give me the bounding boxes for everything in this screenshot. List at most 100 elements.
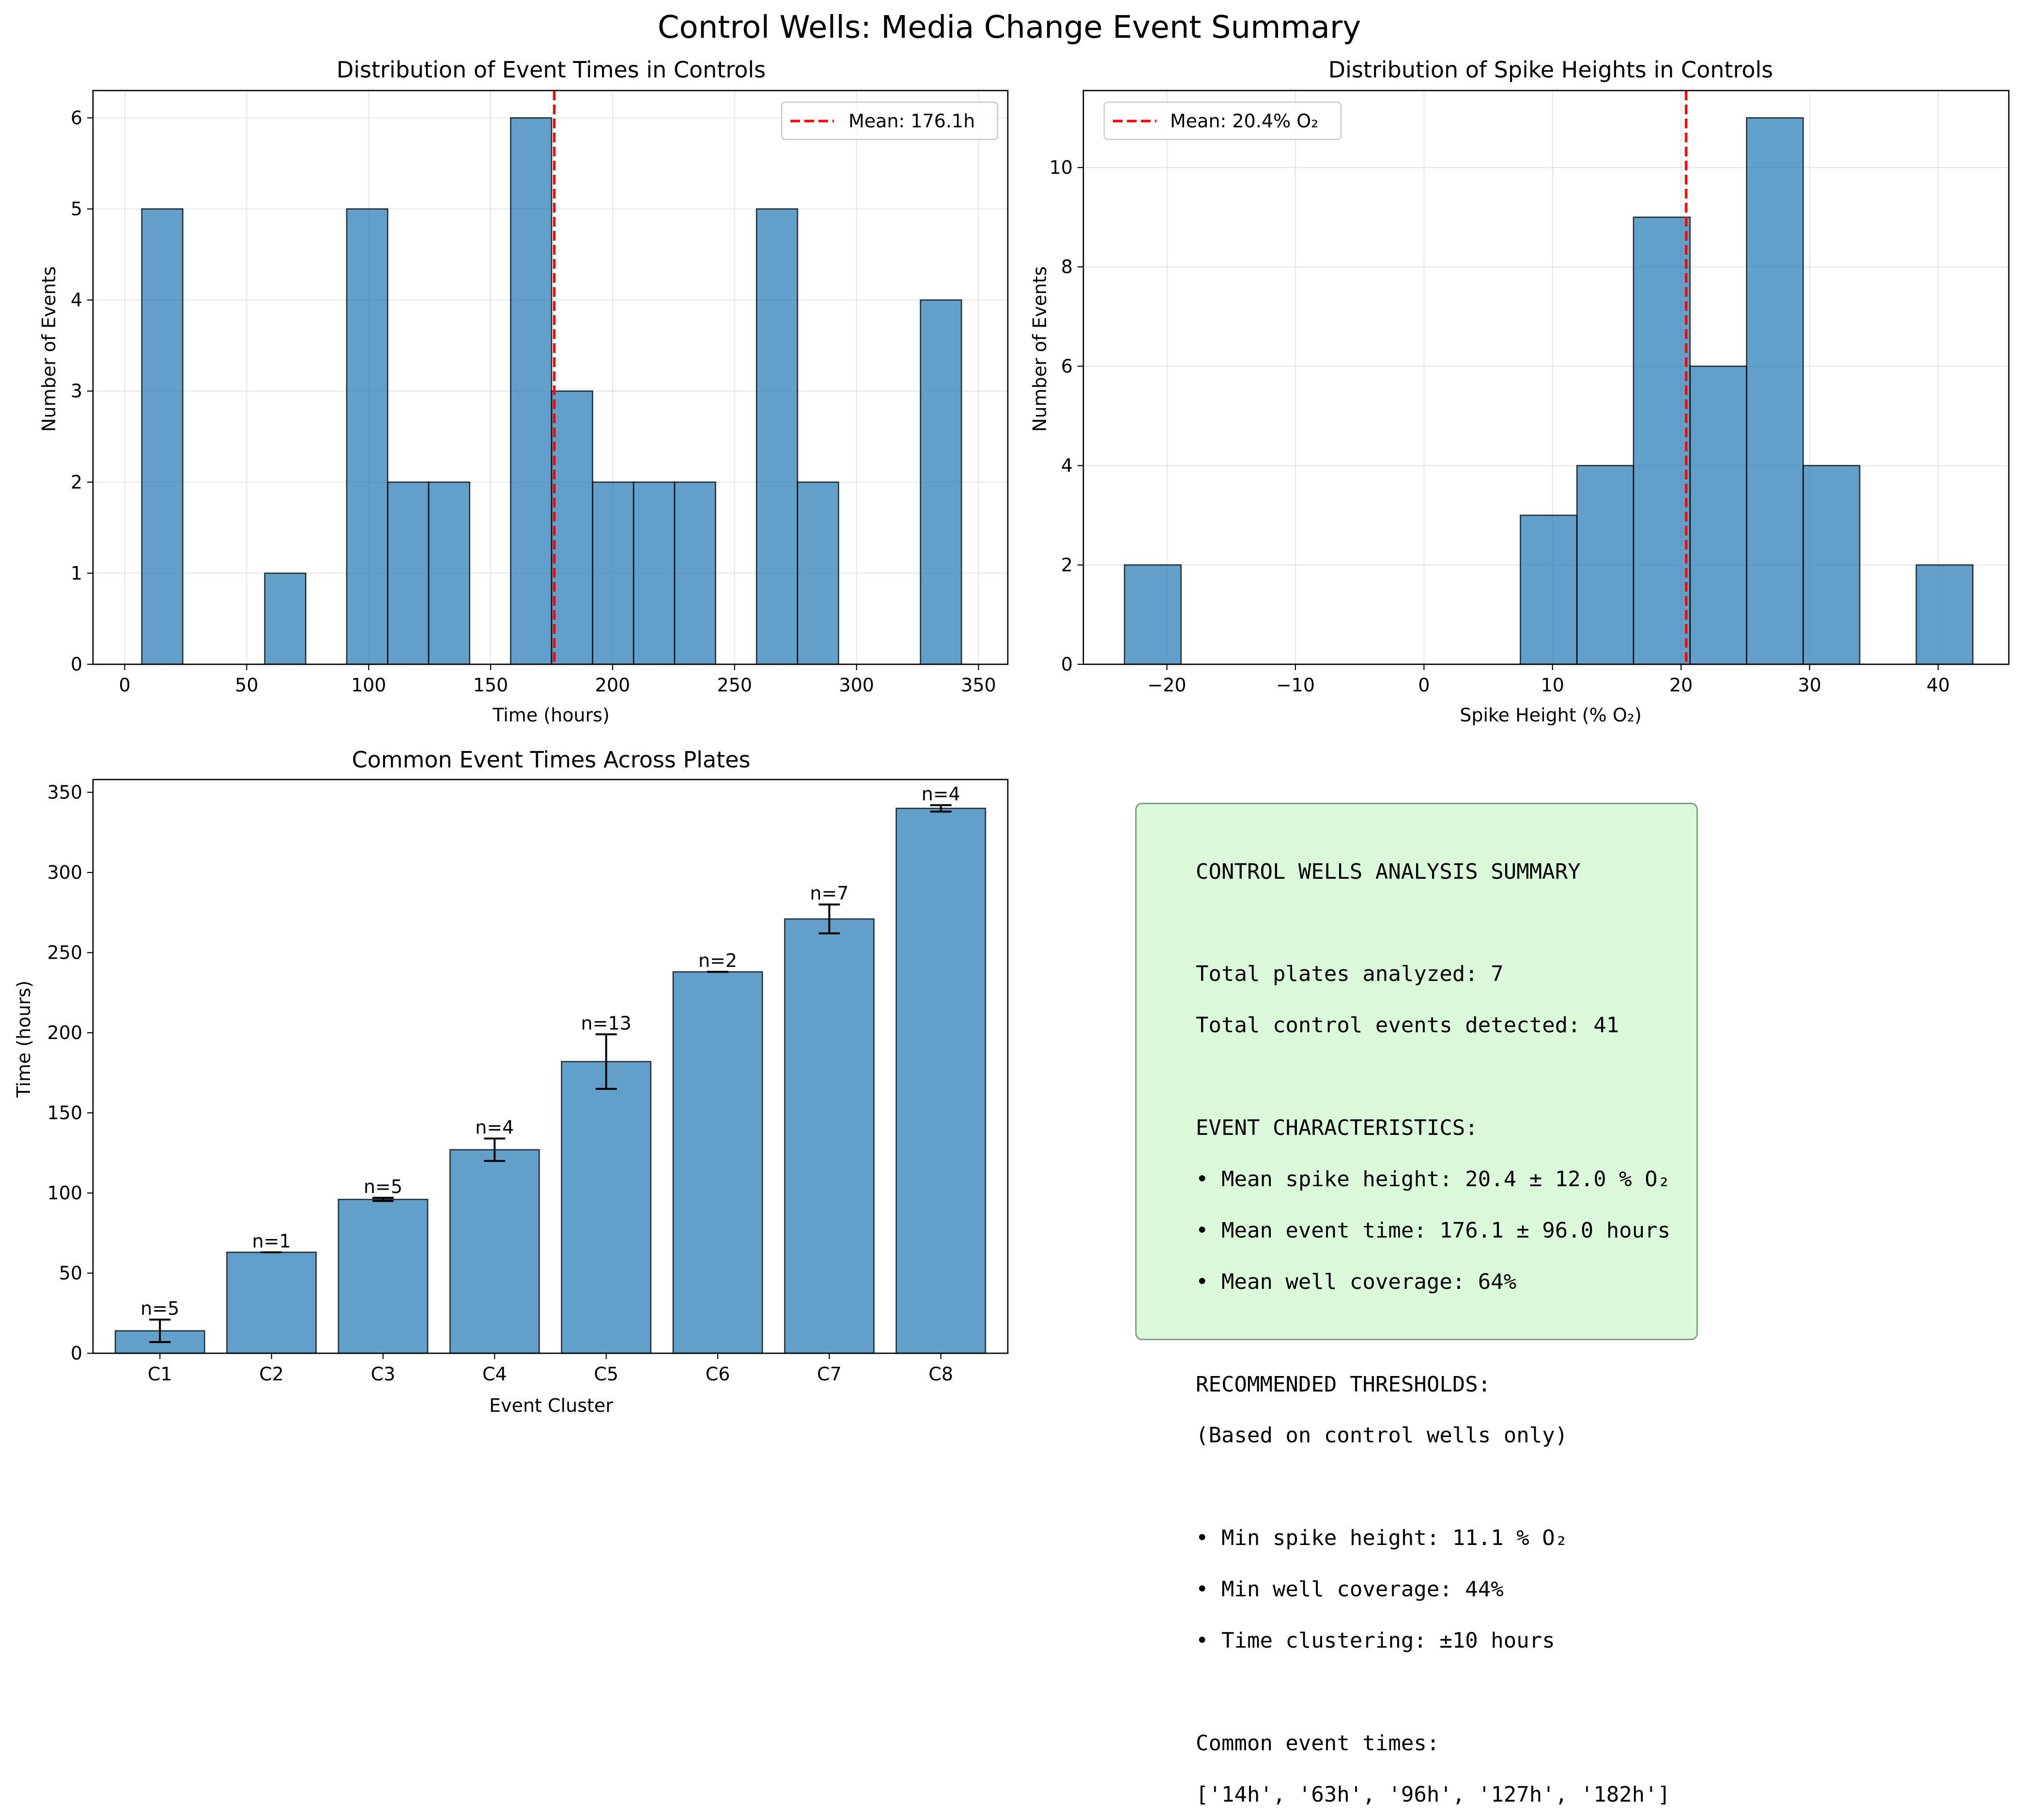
summary-line: ['14h', '63h', '96h', '127h', '182h'] [1196,1782,1671,1807]
x-tick-label: −20 [1147,674,1186,696]
figure-title: Control Wells: Media Change Event Summar… [658,10,1361,46]
summary-line: Common event times: [1196,1730,1440,1756]
x-tick-label: 0 [119,674,130,696]
chart-title: Common Event Times Across Plates [352,747,751,773]
histogram-bar [1520,514,1578,665]
summary-line [1196,1325,1670,1342]
legend-label: Mean: 20.4% O₂ [1170,110,1318,132]
summary-line [1196,1683,1670,1700]
legend: Mean: 20.4% O₂ [1103,101,1342,140]
y-tick-label: 4 [1061,455,1073,476]
histogram-bar [674,481,716,665]
summary-line [1196,914,1670,931]
axes-frame [92,779,1009,1354]
summary-text: CONTROL WELLS ANALYSIS SUMMARY Total pla… [1196,829,1670,1820]
bar-annotation: n=5 [140,1298,179,1319]
histogram-bar [797,481,839,665]
summary-line: Total plates analyzed: 7 [1196,962,1504,987]
histogram-bar [632,481,676,665]
bar-annotation: n=2 [698,950,737,971]
spike-height-histogram: −20 −10 0 10 20 30 40 0 2 4 6 8 10 Distribution of S… [1029,57,2010,726]
summary-line: Total control events detected: 41 [1196,1013,1619,1038]
y-axis-label: Number of Events [38,266,60,432]
x-tick-label: 150 [473,674,509,696]
x-axis-label: Spike Height (% O₂) [1460,704,1642,726]
bar-annotation: n=13 [581,1012,632,1034]
x-tick-label: −10 [1276,674,1315,696]
summary-line: • Mean spike height: 20.4 ± 12.0 % O₂ [1196,1166,1671,1192]
plot-area: 0 50 100 150 200 250 300 350 0 1 2 3 4 5 6 [71,90,1009,696]
x-tick-label: C2 [259,1363,284,1385]
cluster-bar [784,918,875,1354]
legend-label: Mean: 176.1h [848,110,975,132]
x-axis-label: Time (hours) [492,704,610,726]
histogram-bar [510,117,553,665]
x-tick-label: 0 [1418,674,1430,696]
summary-line [1196,1478,1670,1495]
x-tick-label: 20 [1669,674,1693,696]
x-tick-label: C5 [594,1363,618,1385]
histogram-bar [428,481,471,665]
y-axis-label: Time (hours) [13,980,34,1098]
event-time-histogram: 0 50 100 150 200 250 300 350 0 1 2 3 4 5 6 Distributio… [38,57,1009,726]
x-tick-label: 200 [595,674,631,696]
summary-line: (Based on control wells only) [1196,1423,1568,1448]
y-tick-label: 3 [71,381,82,402]
plot-area: −20 −10 0 10 20 30 40 0 2 4 6 8 10 [1049,90,2010,696]
x-tick-label: 100 [351,674,386,696]
y-tick-label: 5 [71,199,82,220]
histogram-bar [141,208,184,665]
x-tick-label: 10 [1541,674,1564,696]
y-axis-label: Number of Events [1029,266,1050,432]
histogram-bar [1915,564,1974,665]
axes-frame [92,90,1009,665]
y-tick-label: 0 [71,1343,82,1364]
bar-annotation: n=1 [252,1230,291,1252]
y-tick-label: 200 [47,1022,82,1043]
plot-area: n=5 n=1 n=5 n=4 n=13 n=2 n=7 n=4 C1 C2 C3 C4 C5 C6 C7 C… [47,779,1009,1385]
legend: Mean: 176.1h [781,101,999,140]
summary-line: • Time clustering: ±10 hours [1196,1628,1555,1653]
summary-line [1196,1068,1670,1085]
y-tick-label: 150 [47,1102,82,1123]
x-tick-label: 350 [961,674,996,696]
summary-box [1135,803,1698,1340]
figure: Control Wells: Media Change Event Summar… [13,10,2010,1416]
cluster-bar [226,1252,317,1354]
y-tick-label: 4 [71,290,82,311]
y-tick-label: 2 [71,472,82,493]
cluster-bar [449,1149,540,1354]
x-axis-label: Event Cluster [489,1395,613,1416]
summary-line: • Min spike height: 11.1 % O₂ [1196,1526,1568,1551]
x-tick-label: 40 [1927,674,1950,696]
bar-annotation: n=7 [810,883,848,904]
summary-line: EVENT CHARACTERISTICS: [1196,1116,1478,1141]
y-tick-label: 2 [1061,554,1073,576]
histogram-bar [920,299,962,665]
y-tick-label: 10 [1049,157,1073,178]
histogram-bar [387,481,430,665]
histogram-bar [551,390,593,665]
summary-line: CONTROL WELLS ANALYSIS SUMMARY [1196,859,1581,884]
x-tick-label: C3 [371,1363,396,1385]
summary-line: • Mean well coverage: 64% [1196,1269,1517,1294]
histogram-bar [264,572,307,665]
cluster-bar [338,1198,429,1354]
y-tick-label: 100 [47,1182,82,1204]
cluster-bar [895,808,986,1354]
histogram-bar [1689,366,1747,665]
y-tick-label: 0 [71,654,82,675]
histogram-bar [1633,216,1691,665]
summary-line: RECOMMENDED THRESHOLDS: [1196,1372,1491,1397]
bar-annotation: n=4 [475,1116,514,1138]
x-tick-label: 250 [717,674,753,696]
x-tick-label: C8 [928,1363,953,1385]
x-tick-label: C6 [706,1363,730,1385]
histogram-bar [346,208,388,665]
axes-frame [1082,90,2010,665]
histogram-bar [1802,465,1861,665]
x-tick-label: 50 [235,674,258,696]
bar-annotation: n=5 [364,1176,402,1197]
x-tick-label: C1 [148,1363,172,1385]
y-tick-label: 6 [1061,355,1073,377]
